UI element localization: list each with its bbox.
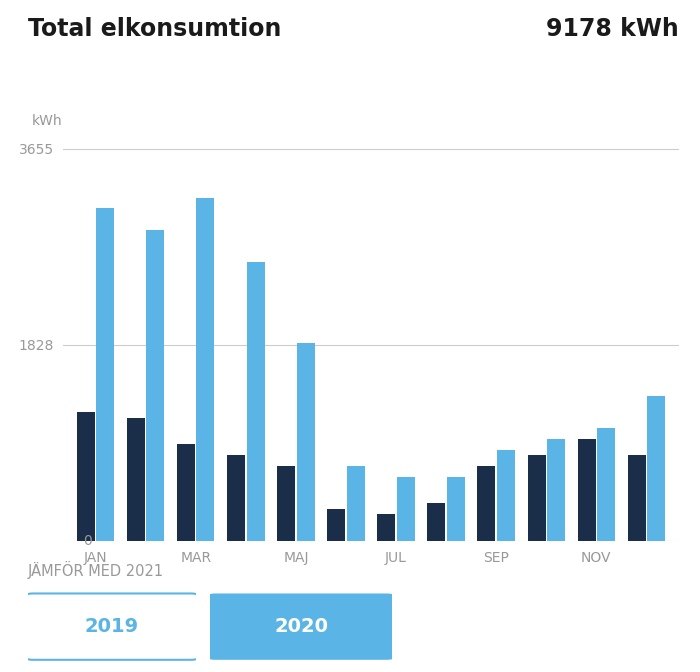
Bar (197, 198, 214, 541)
Bar (447, 476, 465, 541)
Bar (297, 343, 315, 541)
Bar (146, 230, 164, 541)
Bar (648, 396, 665, 541)
Text: 2020: 2020 (274, 617, 328, 636)
Bar (246, 262, 265, 541)
Bar (628, 455, 645, 541)
Text: 2019: 2019 (85, 617, 139, 636)
Text: 0: 0 (83, 534, 92, 548)
Bar (327, 509, 345, 541)
Bar (397, 476, 415, 541)
Bar (177, 444, 195, 541)
FancyBboxPatch shape (206, 593, 396, 660)
Bar (477, 466, 496, 541)
Bar (528, 455, 545, 541)
Bar (597, 428, 615, 541)
Bar (377, 514, 395, 541)
Bar (127, 417, 145, 541)
Bar (77, 412, 94, 541)
FancyBboxPatch shape (25, 593, 199, 660)
Bar (346, 466, 365, 541)
Bar (427, 503, 445, 541)
Bar (277, 466, 295, 541)
Bar (97, 208, 114, 541)
Bar (578, 439, 596, 541)
Text: JÄMFÖR MED 2021: JÄMFÖR MED 2021 (28, 561, 164, 579)
Text: kWh: kWh (32, 114, 62, 128)
Bar (547, 439, 565, 541)
Bar (227, 455, 245, 541)
Text: 9178 kWh: 9178 kWh (546, 17, 679, 41)
Text: Total elkonsumtion: Total elkonsumtion (28, 17, 281, 41)
Bar (497, 450, 515, 541)
